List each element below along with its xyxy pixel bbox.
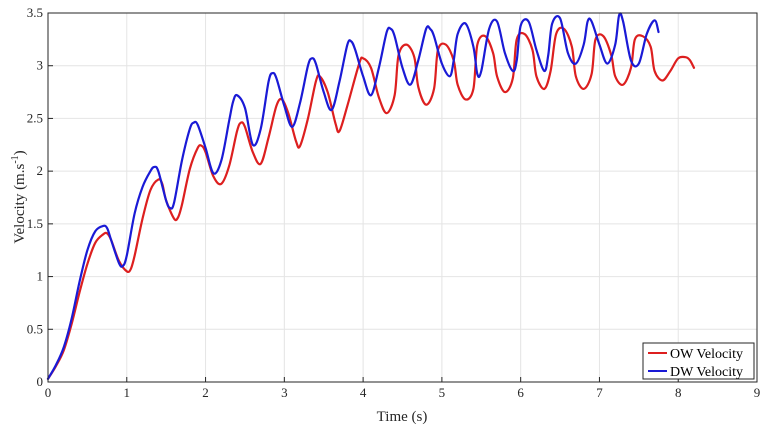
x-tick-label: 1 bbox=[124, 385, 131, 400]
plot-frame bbox=[47, 12, 758, 383]
x-tick-label: 6 bbox=[517, 385, 524, 400]
y-axis-title-sup: -1 bbox=[10, 155, 21, 163]
y-axis-title: Velocity (m.s-1) bbox=[10, 150, 28, 243]
legend-label-dw: DW Velocity bbox=[670, 365, 743, 380]
legend-label-ow: OW Velocity bbox=[670, 347, 743, 362]
y-tick-label: 2 bbox=[37, 163, 44, 178]
series-layer bbox=[46, 12, 696, 380]
x-tick-label: 0 bbox=[45, 385, 52, 400]
y-axis-title-main: Velocity (m.s bbox=[12, 164, 28, 244]
y-axis-title-close: ) bbox=[12, 150, 28, 155]
y-tick-label: 3 bbox=[37, 58, 44, 73]
y-tick-label: 1 bbox=[37, 269, 44, 284]
x-tick-label: 4 bbox=[360, 385, 367, 400]
x-tick-label: 3 bbox=[281, 385, 288, 400]
y-tick-label: 0 bbox=[37, 374, 44, 389]
y-tick-label: 1.5 bbox=[27, 216, 43, 231]
legend-box bbox=[642, 342, 755, 380]
axes bbox=[47, 12, 758, 383]
x-tick-label: 8 bbox=[675, 385, 682, 400]
y-tick-label: 3.5 bbox=[27, 5, 43, 20]
x-tick-label: 5 bbox=[439, 385, 446, 400]
x-tick-label: 7 bbox=[596, 385, 603, 400]
y-tick-label: 0.5 bbox=[27, 321, 43, 336]
x-axis-title: Time (s) bbox=[377, 409, 428, 425]
x-tick-label: 2 bbox=[202, 385, 209, 400]
series-line-dw-velocity bbox=[46, 12, 660, 380]
tick-labels: 0 1 2 3 4 5 6 7 8 9 0 0.5 1 1.5 2 2.5 3 3.5 bbox=[27, 5, 761, 400]
x-tick-label: 9 bbox=[754, 385, 761, 400]
y-tick-label: 2.5 bbox=[27, 110, 43, 125]
legend: OW Velocity DW Velocity bbox=[642, 342, 755, 380]
